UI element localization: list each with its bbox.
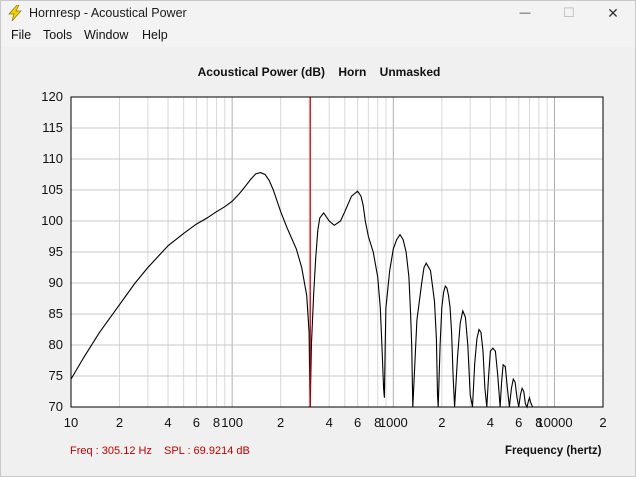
x-tick-label: 4 <box>487 415 494 430</box>
x-tick-label: 4 <box>164 415 171 430</box>
y-tick-label: 75 <box>49 368 63 383</box>
x-tick-label: 10000 <box>536 415 572 430</box>
x-tick-label: 6 <box>515 415 522 430</box>
x-tick-label: 2 <box>438 415 445 430</box>
x-tick-label: 8 <box>374 415 381 430</box>
lightning-bolt-icon <box>8 5 22 21</box>
y-tick-label: 105 <box>41 182 63 197</box>
y-tick-label: 115 <box>42 120 63 135</box>
x-tick-label: 100 <box>221 415 243 430</box>
x-tick-label: 8 <box>213 415 220 430</box>
chart-title: Acoustical Power (dB) Horn Unmasked <box>197 65 441 79</box>
minimize-icon: — <box>519 7 531 19</box>
x-tick-label: 8 <box>535 415 542 430</box>
x-axis-label: Frequency (hertz) <box>505 445 602 457</box>
x-tick-label: 2 <box>277 415 284 430</box>
y-tick-label: 70 <box>49 399 63 414</box>
y-tick-label: 80 <box>49 337 63 352</box>
x-tick-label: 6 <box>354 415 361 430</box>
y-tick-label: 90 <box>49 275 63 290</box>
x-tick-label: 6 <box>193 415 200 430</box>
x-tick-label: 4 <box>326 415 333 430</box>
menu-window[interactable]: Window <box>84 28 129 42</box>
minimize-button[interactable]: — <box>503 1 547 25</box>
close-button[interactable]: ✕ <box>591 1 635 25</box>
title-bar[interactable]: Hornresp - Acoustical Power — ☐ ✕ <box>1 1 635 25</box>
x-tick-label: 2 <box>599 415 606 430</box>
x-tick-label: 1000 <box>379 415 408 430</box>
y-tick-label: 120 <box>41 89 63 104</box>
x-tick-label: 10 <box>64 415 78 430</box>
plot-frame <box>70 96 604 408</box>
y-tick-label: 100 <box>41 213 63 228</box>
maximize-icon: ☐ <box>563 5 575 20</box>
menu-help[interactable]: Help <box>142 28 168 42</box>
y-tick-label: 110 <box>42 151 63 166</box>
maximize-button[interactable]: ☐ <box>547 1 591 25</box>
menu-file[interactable]: File <box>11 28 32 42</box>
close-icon: ✕ <box>607 4 619 21</box>
menu-tools[interactable]: Tools <box>43 28 73 42</box>
y-tick-label: 95 <box>49 244 63 259</box>
frequency-readout: Freq : 305.12 Hz <box>70 445 152 457</box>
y-tick-label: 85 <box>49 306 63 321</box>
x-tick-label: 2 <box>116 415 123 430</box>
window-title: Hornresp - Acoustical Power <box>29 6 187 20</box>
spl-readout: SPL : 69.9214 dB <box>164 445 250 457</box>
menu-bar: File Tools Window Help <box>1 25 635 47</box>
